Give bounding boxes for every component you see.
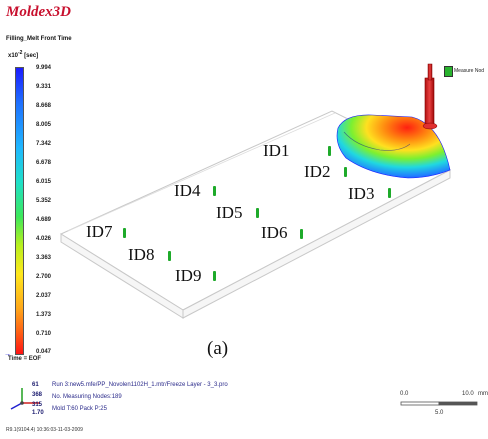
unit-exponent: -2 — [18, 50, 23, 56]
measure-node-legend-label: Measure Nod — [454, 68, 485, 74]
sprue-gate — [422, 63, 438, 130]
info-number: 368 — [32, 392, 43, 398]
eof-label: Time = EOF — [8, 356, 42, 362]
node-label-id6: ID6 — [261, 223, 288, 242]
color-scale-tick: 4.689 — [36, 217, 52, 223]
info-number: 315 — [32, 402, 43, 408]
measure-node-marker[interactable] — [213, 186, 216, 196]
color-scale-tick: 1.373 — [36, 312, 52, 318]
color-scale-tick: 9.994 — [36, 65, 52, 71]
measure-node-marker[interactable] — [300, 229, 303, 239]
measuring-nodes-info: No. Measuring Nodes:189 — [52, 394, 122, 400]
eof-arrow-icon: → — [4, 351, 11, 358]
node-label-id7: ID7 — [86, 222, 113, 241]
scale-label-left: 0.0 — [400, 391, 409, 397]
result-title: Filling_Melt Front Time — [6, 36, 72, 42]
color-scale-tick: 6.015 — [36, 179, 52, 185]
measure-node-marker[interactable] — [344, 167, 347, 177]
unit-prefix: x10 — [8, 53, 19, 59]
color-scale-bar — [15, 67, 24, 355]
node-label-id3: ID3 — [348, 184, 375, 203]
info-number: 61 — [32, 382, 39, 388]
node-label-id2: ID2 — [304, 162, 331, 181]
color-scale-tick: 5.352 — [36, 198, 52, 204]
color-scale-tick: 2.700 — [36, 274, 52, 280]
measure-node-marker[interactable] — [123, 228, 126, 238]
version-footer: R9.1(9104.4) 10:36:03-11-03-2009 — [6, 427, 83, 433]
measure-node-marker[interactable] — [256, 208, 259, 218]
node-label-id4: ID4 — [174, 181, 201, 200]
color-scale-tick: 0.710 — [36, 331, 52, 337]
color-scale-tick: 9.331 — [36, 84, 52, 90]
color-scale-tick: 6.678 — [36, 160, 52, 166]
node-label-id5: ID5 — [216, 203, 243, 222]
coordinate-axes-icon — [10, 388, 40, 410]
measure-node-marker[interactable] — [168, 251, 171, 261]
node-label-id8: ID8 — [128, 245, 155, 264]
unit-suffix: [sec] — [24, 53, 39, 59]
mold-info: Mold T:60 Pack P:25 — [52, 406, 107, 412]
info-number: 1.70 — [32, 410, 44, 416]
plate-outline — [59, 110, 452, 319]
measure-node-marker[interactable] — [213, 271, 216, 281]
measure-node-marker[interactable] — [328, 146, 331, 156]
color-scale-tick: 8.005 — [36, 122, 52, 128]
node-label-id9: ID9 — [175, 266, 202, 285]
color-scale-tick: 0.047 — [36, 349, 52, 355]
scale-bar — [400, 401, 478, 406]
color-scale-tick: 3.363 — [36, 255, 52, 261]
figure-caption: (a) — [207, 338, 229, 359]
unit-label: x10-2 [sec] — [8, 50, 38, 59]
run-info: Run 3:new5.mfe/PP_Novolen1102H_1.mtr/Fre… — [52, 382, 228, 388]
color-scale-tick: 8.668 — [36, 103, 52, 109]
measure-node-marker[interactable] — [388, 188, 391, 198]
measure-node-legend-swatch — [444, 66, 453, 77]
color-scale-tick: 2.037 — [36, 293, 52, 299]
scale-unit: mm — [478, 391, 488, 397]
scale-label-mid: 5.0 — [435, 410, 444, 416]
scale-label-right: 10.0 — [462, 391, 474, 397]
node-label-id1: ID1 — [263, 141, 290, 160]
melt-front-region — [336, 114, 451, 179]
app-logo: Moldex3D — [6, 4, 71, 20]
color-scale-tick: 7.342 — [36, 141, 52, 147]
color-scale-tick: 4.026 — [36, 236, 52, 242]
